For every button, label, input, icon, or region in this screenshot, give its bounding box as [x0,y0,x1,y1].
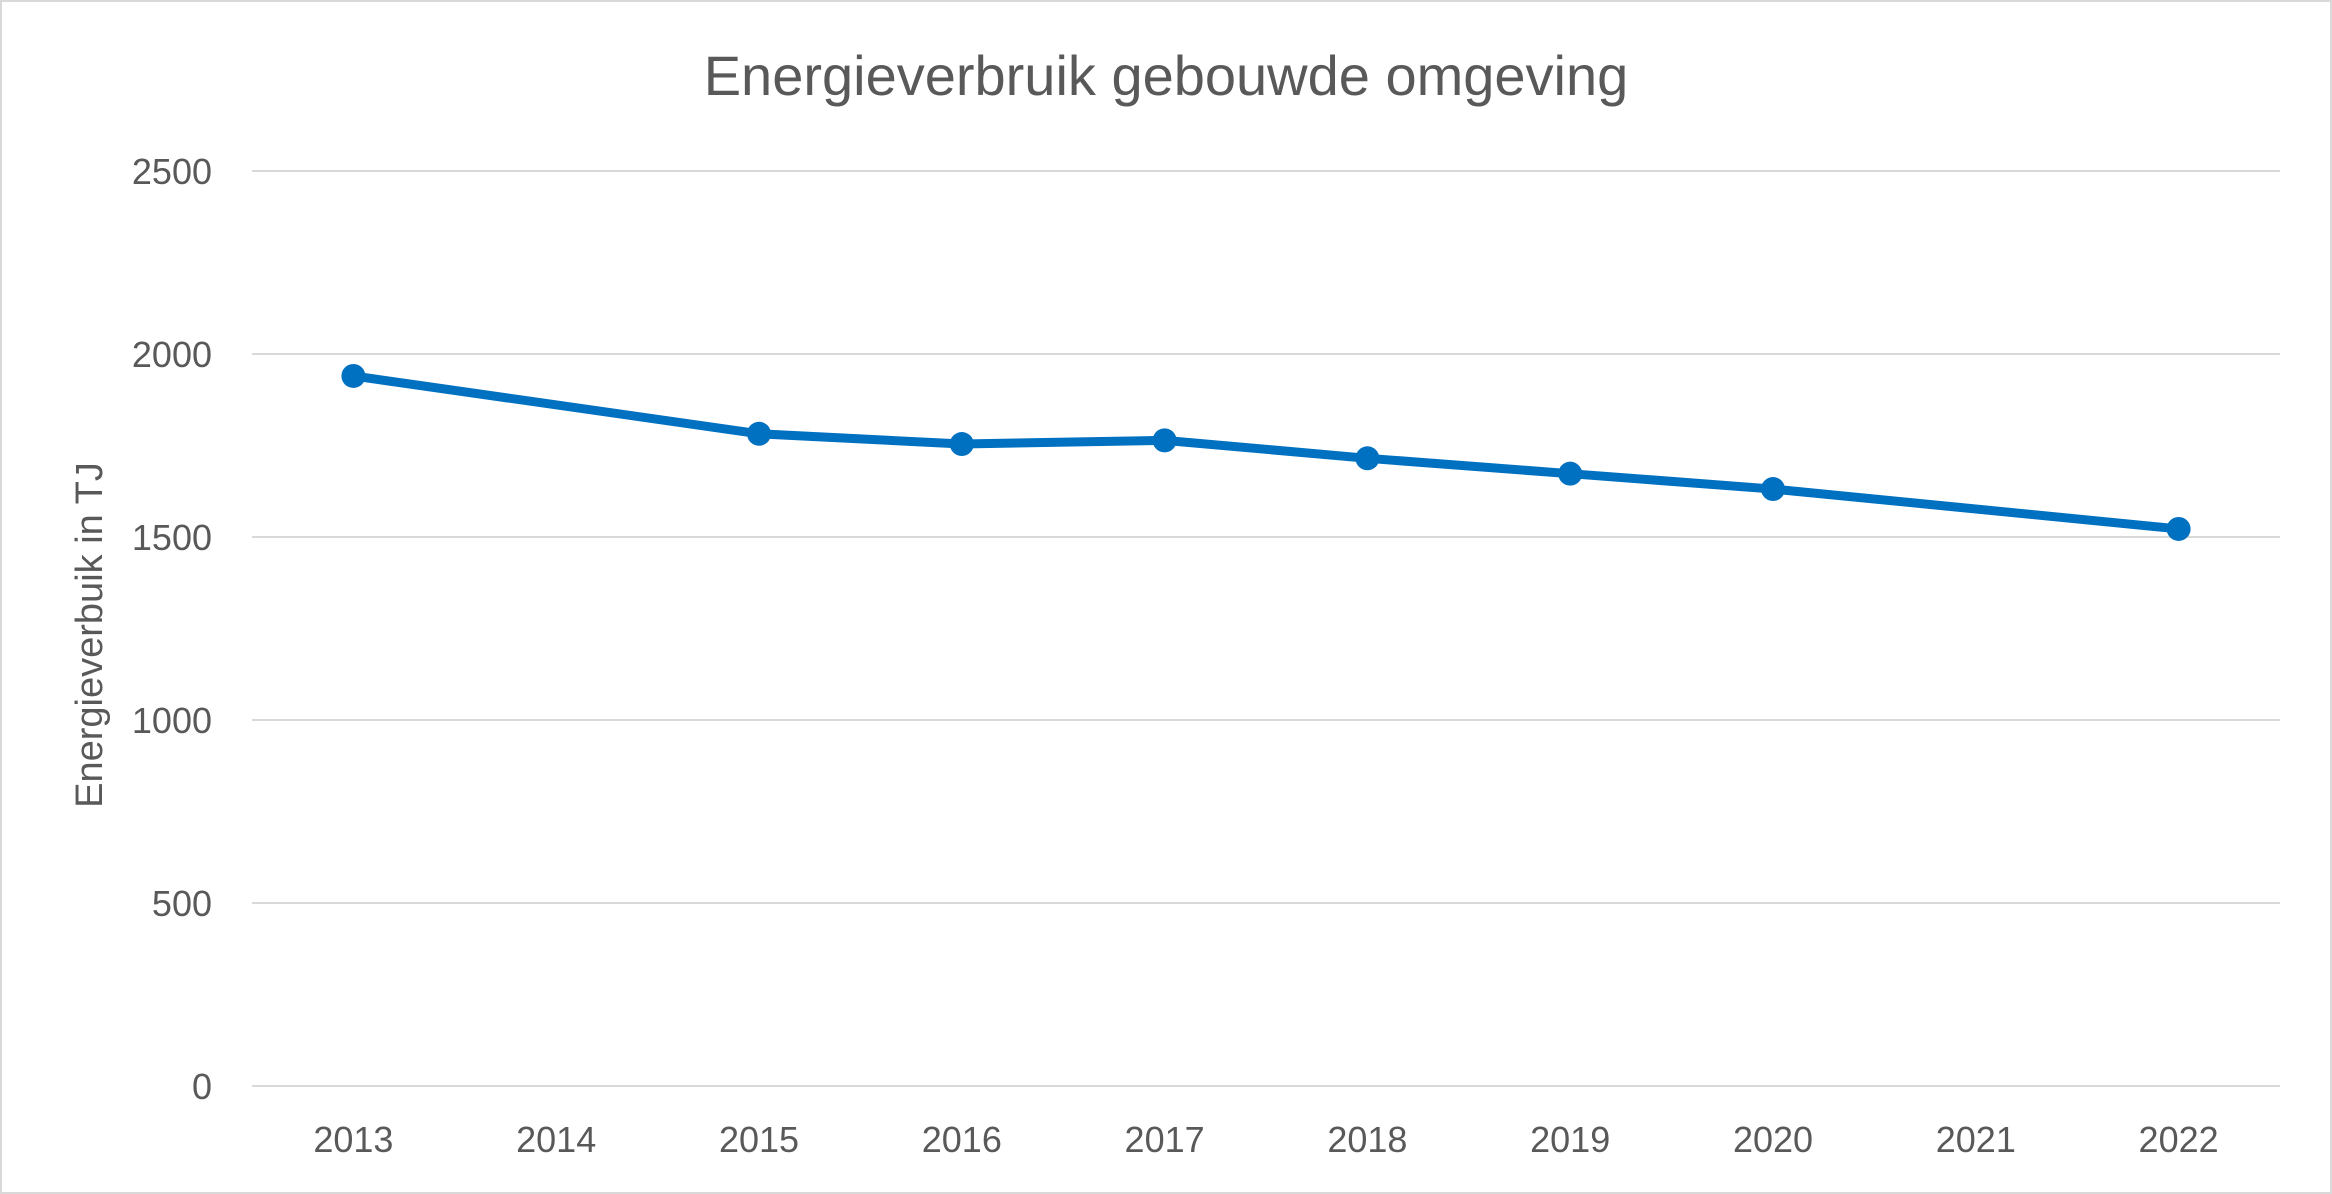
y-tick-label: 500 [152,883,212,924]
y-tick-label: 1500 [132,517,212,558]
series-line [348,371,2184,534]
x-tick-label: 2014 [516,1119,596,1160]
x-tick-label: 2016 [922,1119,1002,1160]
data-point-2022 [2166,516,2191,541]
data-point-2020 [1761,477,1785,502]
gridlines [252,170,2280,1087]
y-tick-label: 0 [192,1066,212,1107]
y-axis-label: Energieverbuik in TJ [69,462,111,808]
data-point-2015 [747,421,771,446]
y-tick-label: 2000 [132,334,212,375]
y-axis-ticks: 0 500 1000 1500 2000 2500 [132,151,212,1107]
chart-title: Energieverbruik gebouwde omgeving [704,44,1629,107]
x-tick-label: 2022 [2139,1119,2219,1160]
data-point-2016 [949,432,974,457]
y-tick-label: 1000 [132,700,212,741]
data-point-2019 [1558,461,1583,486]
data-point-2018 [1355,446,1380,471]
x-axis-ticks: 2013 2014 2015 2016 2017 2018 2019 2020 2021 2022 [313,1119,2218,1160]
data-point-2013 [341,363,366,388]
x-tick-label: 2019 [1530,1119,1610,1160]
series-group [341,363,2191,541]
x-tick-label: 2018 [1327,1119,1407,1160]
x-tick-label: 2020 [1733,1119,1813,1160]
x-tick-label: 2013 [313,1119,393,1160]
data-point-2017 [1152,428,1177,453]
y-tick-label: 2500 [132,151,212,192]
x-tick-label: 2017 [1125,1119,1205,1160]
x-tick-label: 2015 [719,1119,799,1160]
x-tick-label: 2021 [1936,1119,2016,1160]
